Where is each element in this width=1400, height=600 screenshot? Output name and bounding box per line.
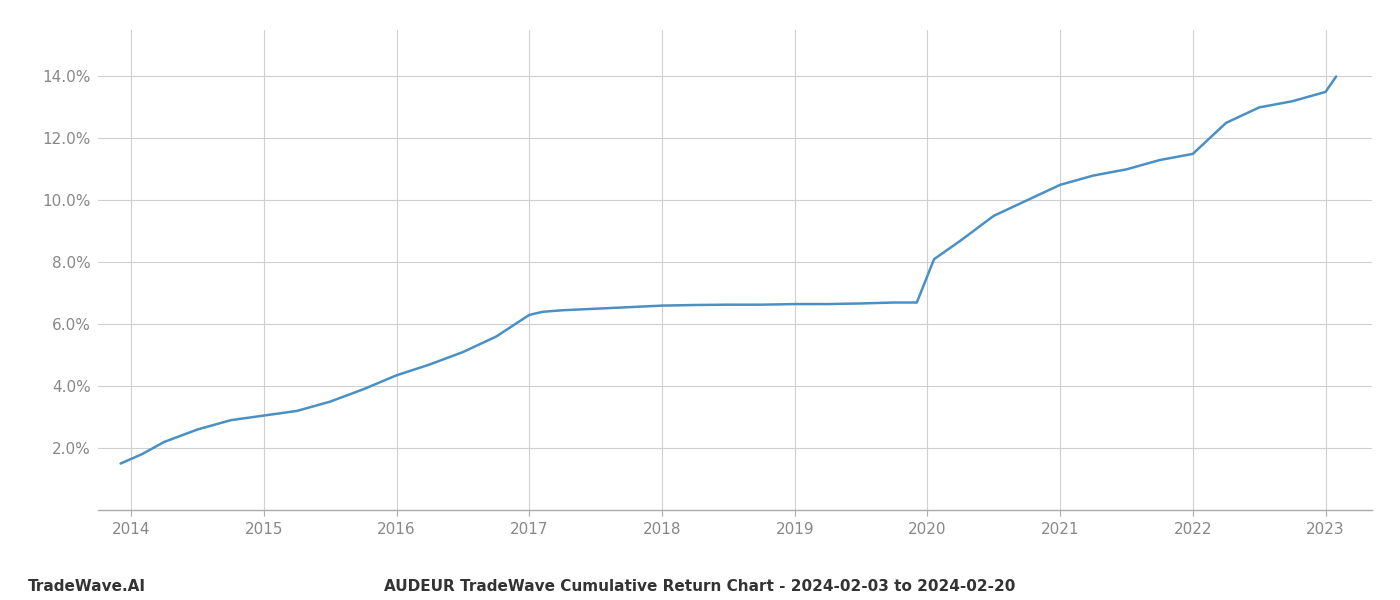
- Text: AUDEUR TradeWave Cumulative Return Chart - 2024-02-03 to 2024-02-20: AUDEUR TradeWave Cumulative Return Chart…: [385, 579, 1015, 594]
- Text: TradeWave.AI: TradeWave.AI: [28, 579, 146, 594]
